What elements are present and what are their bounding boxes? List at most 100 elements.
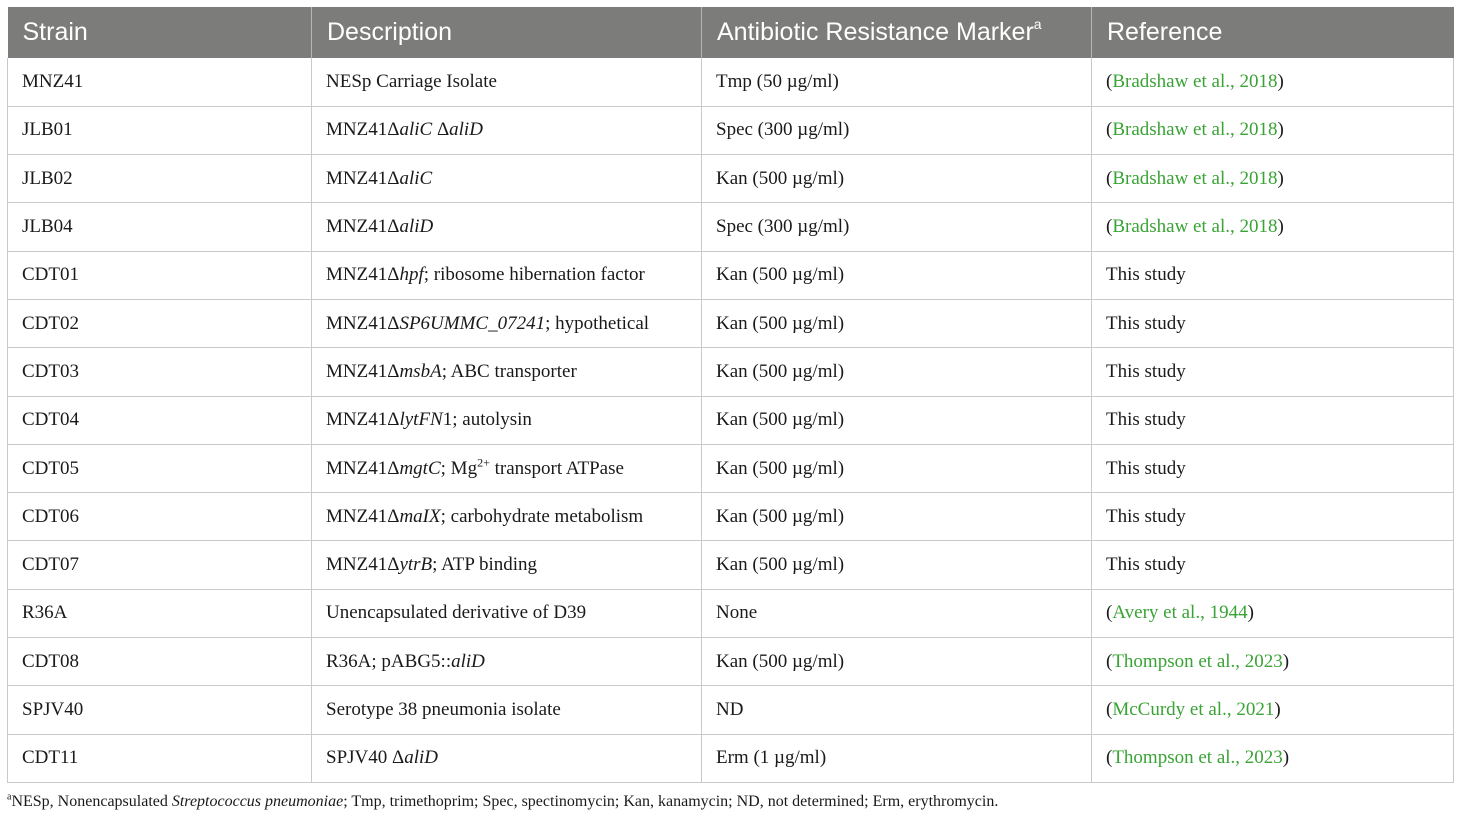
table-row: CDT03 MNZ41ΔmsbA; ABC transporter Kan (500… xyxy=(7,347,1454,397)
cell-strain: CDT02 xyxy=(7,299,312,349)
reference-link[interactable]: Thompson et al., 2023 xyxy=(1112,747,1283,769)
header-marker-label: Antibiotic Resistance Marker xyxy=(717,18,1034,46)
cell-marker: Spec (300 µg/ml) xyxy=(701,202,1092,252)
cell-strain: CDT05 xyxy=(7,444,312,494)
description-text: MNZ41Δ xyxy=(326,216,400,238)
gene-name: hpf xyxy=(399,264,424,286)
description-text-after: ; Mg xyxy=(440,457,478,479)
footnote-post: ; Tmp, trimethoprim; Spec, spectinomycin… xyxy=(343,793,999,810)
cell-marker: None xyxy=(701,589,1092,639)
reference-open-paren: ( xyxy=(1106,602,1113,624)
reference-link[interactable]: Avery et al., 1944 xyxy=(1112,602,1248,624)
ion-charge: 2+ xyxy=(477,455,490,470)
cell-description: MNZ41ΔaliD xyxy=(311,202,702,252)
cell-strain: SPJV40 xyxy=(7,685,312,735)
description-tail: transport ATPase xyxy=(489,457,624,479)
gene-name: aliD xyxy=(404,747,438,769)
cell-reference: This study xyxy=(1091,396,1454,445)
table-row: CDT06 MNZ41ΔmaIX; carbohydrate metabolism… xyxy=(7,492,1454,542)
cell-marker: Erm (1 µg/ml) xyxy=(701,734,1092,783)
footnote-species: Streptococcus pneumoniae xyxy=(171,793,344,810)
description-text: MNZ41Δ xyxy=(326,554,400,576)
cell-marker: Kan (500 µg/ml) xyxy=(701,540,1092,590)
cell-strain: CDT07 xyxy=(7,540,312,590)
description-text-after: ; ABC transporter xyxy=(441,360,577,382)
reference-link[interactable]: Bradshaw et al., 2018 xyxy=(1112,216,1278,238)
reference-text: This study xyxy=(1106,505,1186,527)
cell-description: MNZ41ΔmsbA; ABC transporter xyxy=(311,347,702,397)
description-text: NESp Carriage Isolate xyxy=(326,70,497,92)
cell-marker: Kan (500 µg/ml) xyxy=(701,637,1092,687)
reference-text: This study xyxy=(1106,409,1186,431)
cell-reference: This study xyxy=(1091,299,1454,349)
cell-reference: (Bradshaw et al., 2018) xyxy=(1091,58,1454,107)
cell-marker: Kan (500 µg/ml) xyxy=(701,154,1092,204)
cell-strain: CDT04 xyxy=(7,396,312,445)
footnote-mark: a xyxy=(7,791,12,803)
table-header: Strain Description Antibiotic Resistance… xyxy=(7,7,1454,58)
cell-marker: Kan (500 µg/ml) xyxy=(701,396,1092,445)
header-strain: Strain xyxy=(22,18,88,46)
cell-marker: Kan (500 µg/ml) xyxy=(701,347,1092,397)
reference-close-paren: ) xyxy=(1277,119,1284,141)
cell-description: Unencapsulated derivative of D39 xyxy=(311,589,702,639)
cell-strain: CDT01 xyxy=(7,251,312,300)
reference-close-paren: ) xyxy=(1282,747,1290,769)
header-row: Strain Description Antibiotic Resistance… xyxy=(7,7,1454,58)
gene-name: aliD xyxy=(451,650,485,672)
gene-name: lytFN xyxy=(399,409,443,431)
description-text-after: ; carbohydrate metabolism xyxy=(440,505,644,527)
reference-open-paren: ( xyxy=(1106,167,1113,189)
cell-marker: Kan (500 µg/ml) xyxy=(701,444,1092,494)
footnote-pre: NESp, Nonencapsulated xyxy=(11,793,172,810)
cell-description: MNZ41ΔmgtC; Mg2+ transport ATPase xyxy=(311,444,702,494)
reference-text: This study xyxy=(1106,554,1186,576)
description-text: Unencapsulated derivative of D39 xyxy=(326,602,587,624)
cell-reference: This study xyxy=(1091,251,1454,300)
reference-link[interactable]: Bradshaw et al., 2018 xyxy=(1112,70,1278,92)
reference-link[interactable]: McCurdy et al., 2021 xyxy=(1112,699,1275,720)
description-text: MNZ41Δ xyxy=(326,457,400,479)
cell-reference: This study xyxy=(1091,347,1454,397)
cell-strain: MNZ41 xyxy=(7,58,312,107)
reference-link[interactable]: Thompson et al., 2023 xyxy=(1112,650,1283,672)
header-marker-footnote-mark: a xyxy=(1033,15,1042,32)
header-marker: Antibiotic Resistance Markera xyxy=(701,7,1092,58)
table-footnote: aNESp, Nonencapsulated Streptococcus pne… xyxy=(7,791,999,811)
gene-name: aliC xyxy=(399,167,433,189)
gene-name: aliC xyxy=(399,119,433,141)
cell-description: R36A; pABG5::aliD xyxy=(311,637,702,687)
reference-close-paren: ) xyxy=(1277,70,1284,92)
reference-close-paren: ) xyxy=(1282,650,1290,672)
cell-description: MNZ41ΔaliC xyxy=(311,154,702,204)
reference-open-paren: ( xyxy=(1106,216,1113,238)
reference-text: This study xyxy=(1106,457,1186,479)
cell-strain: JLB04 xyxy=(7,202,312,252)
gene-name: SP6UMMC_07241 xyxy=(399,312,546,334)
description-text: R36A; pABG5:: xyxy=(326,650,452,672)
description-text: MNZ41Δ xyxy=(326,312,400,334)
description-text: MNZ41Δ xyxy=(326,360,400,382)
header-reference: Reference xyxy=(1091,7,1454,58)
table-row: CDT11 SPJV40 ΔaliD Erm (1 µg/ml) (Thompson … xyxy=(7,734,1454,783)
strain-table-container: Strain Description Antibiotic Resistance… xyxy=(7,7,1454,783)
cell-reference: This study xyxy=(1091,492,1454,542)
cell-reference: (Avery et al., 1944) xyxy=(1091,589,1454,639)
table-row: CDT08 R36A; pABG5::aliD Kan (500 µg/ml) (Th… xyxy=(7,637,1454,687)
gene-name: maIX xyxy=(399,505,441,527)
reference-link[interactable]: Bradshaw et al., 2018 xyxy=(1112,119,1278,141)
table-row: MNZ41 NESp Carriage Isolate Tmp (50 µg/ml)… xyxy=(7,58,1454,107)
description-text-after: ; ATP binding xyxy=(432,554,538,576)
table-body: MNZ41 NESp Carriage Isolate Tmp (50 µg/ml)… xyxy=(7,58,1454,783)
cell-strain: CDT03 xyxy=(7,347,312,397)
description-text-after: 1; autolysin xyxy=(442,409,532,431)
cell-description: MNZ41ΔlytFN1; autolysin xyxy=(311,396,702,445)
cell-description: MNZ41ΔSP6UMMC_07241; hypothetical xyxy=(311,299,702,349)
description-text: MNZ41Δ xyxy=(326,264,400,286)
cell-description: Serotype 38 pneumonia isolate xyxy=(311,685,702,735)
description-text-after: ; hypothetical xyxy=(545,312,650,334)
description-text: MNZ41Δ xyxy=(326,409,400,431)
reference-link[interactable]: Bradshaw et al., 2018 xyxy=(1112,167,1278,189)
cell-strain: CDT08 xyxy=(7,637,312,687)
gene-name-second: aliD xyxy=(449,119,483,141)
